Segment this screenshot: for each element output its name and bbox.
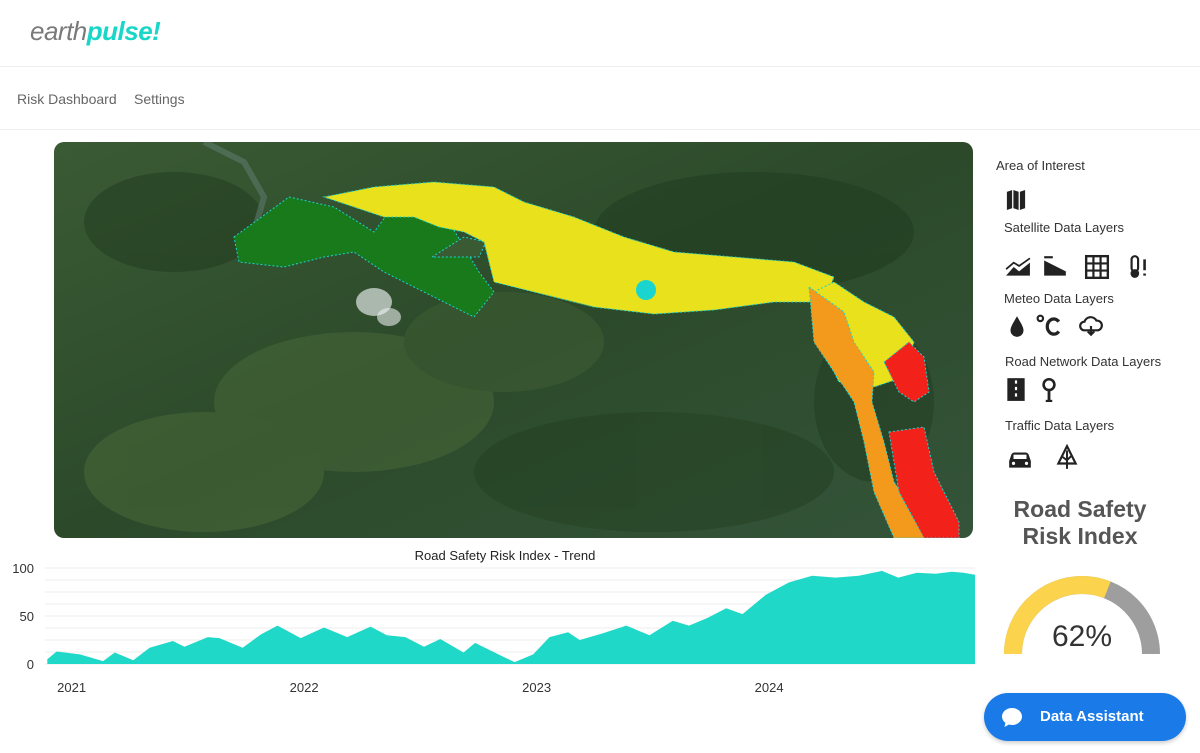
data-assistant-label: Data Assistant: [1040, 708, 1144, 725]
chart-canvas: 0 50 100 2021 2022 2023 2024: [12, 561, 976, 695]
header: earthpulse!: [0, 0, 1200, 67]
risk-map[interactable]: [54, 142, 973, 538]
risk-index-value: 62%: [1051, 620, 1113, 653]
traffic-layers-label: Traffic Data Layers: [1005, 418, 1115, 433]
x-tick-label: 2024: [755, 680, 784, 695]
route-segment-low: [233, 196, 495, 318]
app-logo[interactable]: earthpulse!: [30, 16, 161, 47]
route-segment-medium: [322, 181, 835, 315]
route-segment-high: [808, 285, 935, 538]
car-icon[interactable]: [1007, 446, 1033, 472]
area-of-interest-label: Area of Interest: [996, 158, 1085, 173]
x-tick-label: 2022: [290, 680, 319, 695]
nav-settings[interactable]: Settings: [134, 91, 185, 107]
grid-icon[interactable]: [1084, 254, 1110, 280]
temperature-alert-icon[interactable]: [1124, 254, 1150, 280]
meteo-layers-label: Meteo Data Layers: [1004, 291, 1114, 306]
chat-bubble-icon: [1002, 708, 1022, 727]
x-tick-label: 2021: [57, 680, 86, 695]
location-marker: [636, 280, 656, 300]
cloud-rain-icon[interactable]: [1078, 313, 1104, 339]
y-tick-label: 0: [27, 657, 34, 672]
route-segments: [233, 181, 960, 538]
slope-icon[interactable]: [1042, 254, 1068, 280]
chart-title: Road Safety Risk Index - Trend: [414, 548, 596, 563]
risk-index-title: Road Safety Risk Index: [990, 496, 1170, 550]
gauge-fill: [1004, 575, 1111, 655]
risk-index-title-line2: Risk Index: [1022, 523, 1138, 549]
logo-text-pulse: pulse!: [86, 16, 161, 46]
chart-area-series: [47, 570, 976, 664]
celsius-icon[interactable]: [1036, 313, 1062, 339]
y-tick-label: 100: [12, 561, 34, 576]
risk-index-title-line1: Road Safety: [1013, 496, 1147, 522]
risk-trend-chart: 0 50 100 2021 2022 2023 2024: [0, 540, 990, 700]
x-tick-label: 2023: [522, 680, 551, 695]
route-segment-critical: [883, 341, 960, 538]
satellite-layers-label: Satellite Data Layers: [1004, 220, 1124, 235]
rain-drop-icon[interactable]: [1004, 313, 1030, 339]
signpost-icon[interactable]: [1036, 376, 1062, 402]
y-tick-label: 50: [20, 609, 34, 624]
road-layers-label: Road Network Data Layers: [1005, 354, 1162, 369]
top-nav: Risk Dashboard Settings: [0, 67, 1200, 130]
logo-text-earth: earth: [30, 16, 87, 46]
risk-index-gauge: [996, 568, 1168, 664]
terrain-icon[interactable]: [1005, 254, 1031, 280]
data-assistant-button[interactable]: Data Assistant: [984, 693, 1186, 741]
map-icon[interactable]: [1003, 187, 1029, 213]
road-icon[interactable]: [1003, 376, 1029, 402]
tree-icon[interactable]: [1054, 444, 1080, 470]
nav-risk-dashboard[interactable]: Risk Dashboard: [17, 91, 117, 107]
